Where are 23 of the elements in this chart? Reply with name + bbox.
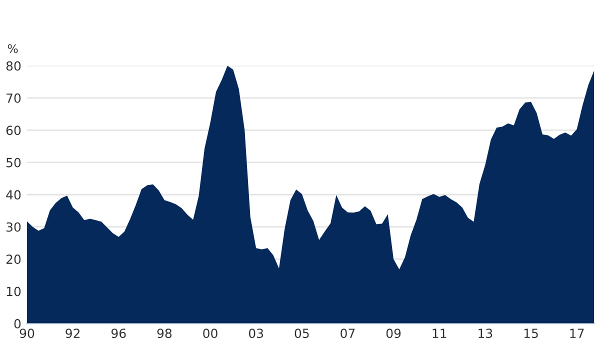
y-axis-title: % — [8, 44, 18, 54]
y-tick-label: 20 — [6, 254, 21, 264]
x-tick-label: 09 — [386, 328, 401, 338]
x-tick-label: 92 — [66, 328, 80, 338]
x-tick-label: 00 — [203, 328, 218, 338]
y-tick-label: 10 — [6, 286, 21, 296]
x-tick-label: 11 — [432, 328, 446, 338]
x-tick-label: 90 — [20, 328, 34, 338]
x-tick-label: 17 — [570, 328, 584, 338]
x-tick-label: 13 — [478, 328, 492, 338]
y-tick-label: 50 — [6, 158, 21, 168]
y-tick-label: 70 — [6, 93, 21, 103]
y-tick-label: 80 — [6, 61, 21, 71]
x-tick-label: 96 — [111, 328, 126, 338]
x-tick-label: 07 — [340, 328, 355, 338]
y-tick-label: 30 — [6, 222, 21, 232]
x-tick-label: 98 — [157, 328, 172, 338]
y-tick-label: 60 — [6, 126, 21, 136]
y-tick-label: 40 — [6, 190, 21, 200]
x-tick-label: 03 — [248, 328, 264, 338]
x-tick-label: 15 — [524, 328, 538, 338]
y-tick-label: 0 — [14, 318, 21, 328]
x-tick-label: 05 — [294, 328, 309, 338]
